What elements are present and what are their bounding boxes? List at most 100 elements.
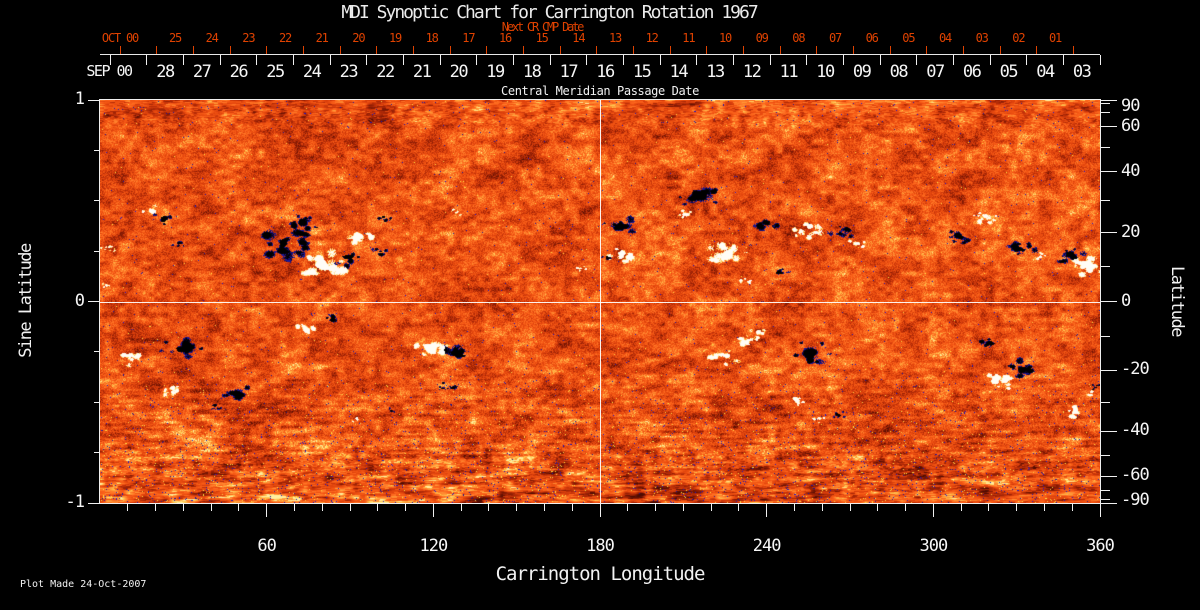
latitude-tick-label: 60 <box>1121 116 1141 137</box>
sep-date-tick <box>586 55 588 65</box>
latitude-tick <box>1101 499 1110 501</box>
longitude-tick <box>738 504 740 511</box>
oct-date-label: 25 <box>168 31 182 45</box>
latitude-tick <box>1101 455 1110 457</box>
longitude-tick <box>821 504 823 511</box>
longitude-tick-label: 240 <box>752 536 782 556</box>
oct-date-label: 08 <box>792 31 805 45</box>
sine-latitude-tick <box>88 301 100 302</box>
longitude-tick <box>543 504 545 511</box>
plot-made-label: Plot Made 24-Oct-2007 <box>20 579 147 590</box>
longitude-tick <box>1043 504 1045 511</box>
oct-date-tick <box>816 46 818 54</box>
longitude-tick <box>571 504 573 511</box>
oct-date-label: 04 <box>938 31 952 45</box>
longitude-tick <box>710 504 712 511</box>
oct-date-tick <box>926 46 928 54</box>
longitude-tick <box>988 504 990 511</box>
latitude-tick-label: 90 <box>1121 96 1141 117</box>
longitude-tick <box>377 504 379 511</box>
sep-date-label: 08 <box>889 62 909 82</box>
sep-date-label: 11 <box>779 62 799 82</box>
sep-date-label: 20 <box>449 62 469 82</box>
longitude-tick <box>321 504 323 511</box>
oct-date-tick <box>852 46 854 54</box>
latitude-tick-label: 0 <box>1121 290 1131 311</box>
meridian-180-grid-line <box>600 100 601 503</box>
sep-date-tick <box>879 55 881 65</box>
sep-date-label: 18 <box>522 62 542 82</box>
magnetogram-plot <box>99 99 1101 504</box>
oct-date-label: 23 <box>242 31 255 45</box>
longitude-tick <box>127 504 129 511</box>
sep-date-tick <box>512 55 514 65</box>
sep-date-tick <box>989 55 991 65</box>
longitude-tick <box>488 504 490 511</box>
sep-date-label: 04 <box>1036 62 1055 82</box>
oct-date-tick <box>339 46 341 54</box>
sine-latitude-tick-label: 1 <box>74 89 85 110</box>
sep-date-label: 22 <box>376 62 395 82</box>
longitude-tick <box>516 504 518 511</box>
longitude-axis-title: Carrington Longitude <box>495 563 706 585</box>
longitude-tick <box>960 504 962 511</box>
oct-date-label: 18 <box>425 31 439 45</box>
sep-date-tick <box>256 55 258 65</box>
sep-date-label: 23 <box>339 62 359 82</box>
oct-date-label: 03 <box>975 31 989 45</box>
oct-date-label: 16 <box>498 31 512 45</box>
latitude-tick <box>1101 99 1117 101</box>
sep-date-label: 10 <box>816 62 835 82</box>
oct-date-tick <box>962 46 964 54</box>
oct-date-label: 22 <box>278 31 292 45</box>
longitude-tick <box>1016 504 1018 511</box>
longitude-tick-label: 300 <box>919 536 948 556</box>
top-axis-line <box>100 54 1100 55</box>
chart-title: MDI Synoptic Chart for Carrington Rotati… <box>341 2 758 23</box>
sep-date-tick <box>182 55 184 65</box>
sep-date-tick <box>842 55 844 65</box>
latitude-tick <box>1101 430 1117 432</box>
sep-date-tick <box>659 55 661 65</box>
sep-header-label: SEP 00 <box>86 62 133 80</box>
oct-date-label: 21 <box>315 31 329 45</box>
sep-date-label: 24 <box>302 62 322 82</box>
sine-latitude-tick <box>94 401 100 403</box>
oct-date-label: 07 <box>828 31 842 45</box>
latitude-tick <box>1101 401 1110 403</box>
latitude-tick-label: -20 <box>1121 359 1150 380</box>
oct-header-label: OCT 00 <box>101 31 139 45</box>
longitude-tick <box>432 504 434 517</box>
sep-date-label: 17 <box>559 62 579 82</box>
oct-date-tick <box>669 46 671 54</box>
oct-date-tick <box>119 46 121 54</box>
oct-date-label: 19 <box>388 31 402 45</box>
oct-date-tick <box>779 46 781 54</box>
latitude-tick <box>1101 146 1110 148</box>
sep-date-label: 05 <box>999 62 1019 82</box>
sep-date-tick <box>329 55 331 65</box>
oct-date-label: 05 <box>902 31 915 45</box>
oct-date-tick <box>889 46 891 54</box>
longitude-tick <box>877 504 879 511</box>
oct-date-tick <box>1036 46 1038 54</box>
sine-latitude-tick <box>94 351 100 353</box>
sep-date-tick <box>366 55 368 65</box>
latitude-tick-label: -60 <box>1121 465 1150 486</box>
latitude-tick <box>1101 232 1117 234</box>
oct-date-tick <box>706 46 708 54</box>
longitude-tick <box>599 504 601 517</box>
oct-date-tick <box>229 46 231 54</box>
longitude-tick <box>460 504 462 511</box>
oct-date-tick <box>449 46 451 54</box>
longitude-tick-label: 60 <box>257 536 277 556</box>
latitude-tick <box>1101 369 1117 371</box>
next-cr-cmp-label: Next CR CMP Date <box>501 20 585 34</box>
oct-date-tick <box>302 46 304 54</box>
sine-latitude-tick-label: 0 <box>74 290 85 311</box>
oct-date-tick <box>156 46 158 54</box>
sine-latitude-tick <box>94 250 100 252</box>
